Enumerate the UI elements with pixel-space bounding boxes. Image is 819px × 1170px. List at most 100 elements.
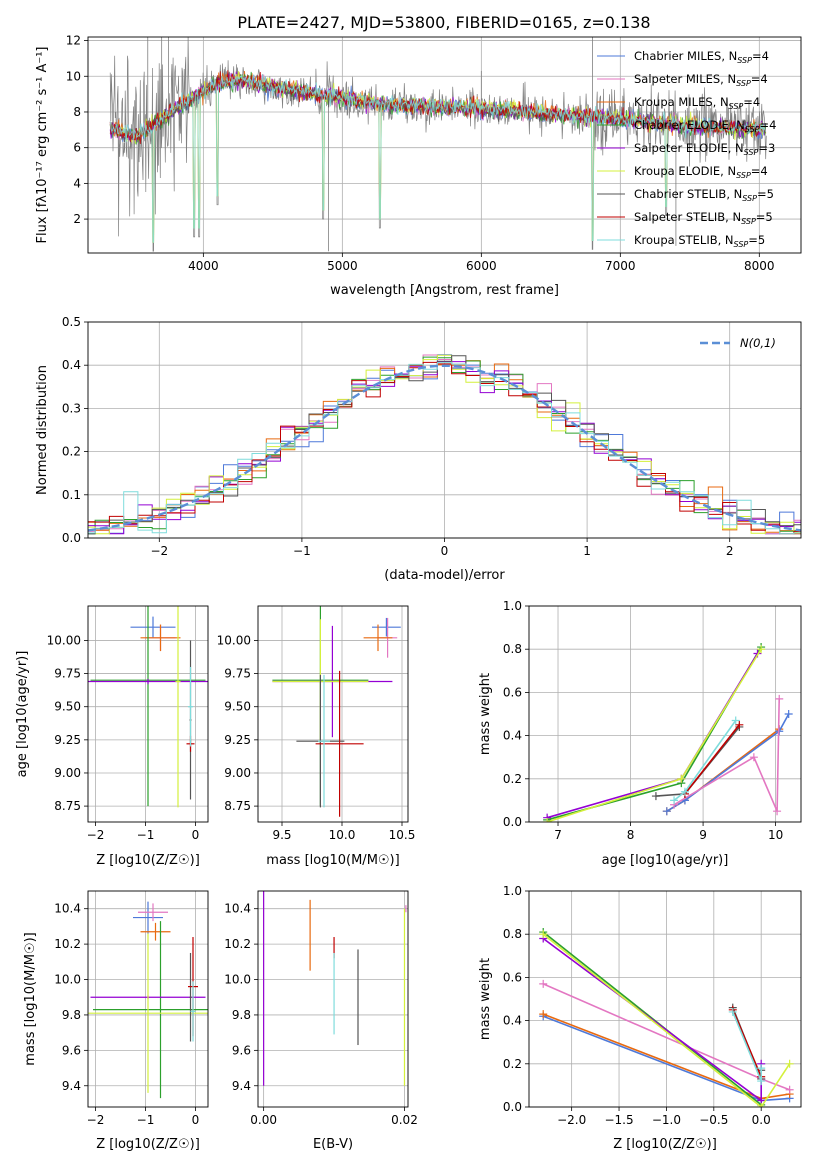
mass-vs-EBV-xtick-label: 0.02 xyxy=(391,1113,418,1127)
mass-weight-marker xyxy=(677,774,686,783)
residuals-ytick-label: 0.5 xyxy=(62,315,81,329)
legend-label-sub: SSP xyxy=(737,56,752,65)
legend-label: Salpeter MILES, NSSP=4 xyxy=(634,72,768,88)
mass-weight-marker xyxy=(543,818,552,822)
age-vs-mass-xtick-label: 9.5 xyxy=(272,828,291,842)
spectrum-xtick-label: 5000 xyxy=(327,259,358,273)
mass-weight-vs-Z-xtick-label: −1.5 xyxy=(604,1113,633,1127)
mass-weight-series-line xyxy=(542,933,791,1107)
mass-weight-vs-Z-ylabel: mass weight xyxy=(478,958,493,1040)
legend-label-main: Chabrier STELIB, N xyxy=(634,187,742,201)
mass-weight-marker xyxy=(728,1007,737,1016)
residuals-xtick-label: 1 xyxy=(583,544,591,558)
mass-weight-marker xyxy=(651,792,660,801)
mass-weight-marker xyxy=(662,807,671,816)
mass-weight-marker xyxy=(731,716,740,725)
spectrum-xtick-label: 4000 xyxy=(188,259,219,273)
spectrum-title: PLATE=2427, MJD=53800, FIBERID=0165, z=0… xyxy=(237,13,650,32)
age-vs-mass-ytick-label: 8.75 xyxy=(224,799,251,813)
legend-label: Kroupa ELODIE, NSSP=4 xyxy=(634,164,768,180)
age-vs-mass-ytick-label: 10.00 xyxy=(217,633,251,647)
age-vs-mass-xlabel: mass [log10(M/M☉)] xyxy=(266,853,399,868)
mass-weight-vs-age-xlabel: age [log10(age/yr)] xyxy=(602,853,729,868)
mass-weight-marker xyxy=(784,710,793,718)
residuals-ylabel: Normed distribution xyxy=(35,365,50,495)
legend-label-main: Salpeter MILES, N xyxy=(634,72,736,86)
residuals-xlabel: (data-model)/error xyxy=(384,568,505,583)
residuals-ytick-label: 0.0 xyxy=(62,531,81,545)
legend-label: Kroupa STELIB, NSSP=5 xyxy=(634,233,765,249)
mass-vs-Z-plot-area xyxy=(88,901,208,1099)
legend-label-sub: SSP xyxy=(736,171,751,180)
mass-weight-vs-Z-ytick-label: 0.8 xyxy=(503,927,522,941)
mass-weight-vs-Z-xtick-label: −1.0 xyxy=(652,1113,681,1127)
mass-vs-Z-xtick-label: −2 xyxy=(87,1113,105,1127)
mass-weight-vs-Z-ytick-label: 1.0 xyxy=(503,884,522,898)
mass-vs-Z-ytick-label: 10.4 xyxy=(54,902,81,916)
mass-weight-vs-age-ytick-label: 0.6 xyxy=(503,685,522,699)
legend-label-sub: SSP xyxy=(742,194,757,203)
residuals-panel: −2 −1 0 1 2 0.0 0.1 0.2 0.3 0.4 0.5 (data-model)/er… xyxy=(35,315,802,583)
spectrum-ylabel: Flux [fλ10⁻¹⁷ erg cm⁻² s⁻¹ A⁻¹] xyxy=(35,47,50,244)
legend-label-main: Salpeter STELIB, N xyxy=(634,210,741,224)
residuals-ytick-label: 0.2 xyxy=(62,445,81,459)
mass-weight-vs-Z-xtick-label: −0.5 xyxy=(699,1113,728,1127)
mass-weight-marker xyxy=(539,1010,548,1019)
mass-vs-EBV-ytick-label: 10.2 xyxy=(224,937,251,951)
residuals-xtick-label: −2 xyxy=(150,544,168,558)
residuals-xtick-label: 0 xyxy=(441,544,449,558)
mass-weight-vs-age-panel: 7 8 9 10 0.0 0.2 0.4 0.6 0.8 1.0 age [log10(age/yr… xyxy=(478,599,802,868)
mass-vs-Z-ytick-label: 10.0 xyxy=(54,973,81,987)
mass-weight-vs-Z-panel: −2.0 −1.5 −1.0 −0.5 0.0 0.0 0.2 0.4 0.6 0.8 1.0 Z [… xyxy=(478,884,802,1152)
mass-vs-EBV-xlabel: E(B-V) xyxy=(313,1137,353,1152)
residual-histogram xyxy=(88,355,801,535)
legend-label: Salpeter STELIB, NSSP=5 xyxy=(634,210,773,226)
mass-weight-marker xyxy=(749,753,758,762)
normal-reference-curve xyxy=(88,364,801,532)
legend-label-sub: SSP xyxy=(736,79,751,88)
mass-vs-Z-ytick-label: 9.6 xyxy=(62,1043,81,1057)
mass-weight-vs-age-frame xyxy=(528,605,802,823)
reference-legend-label: N(0,1) xyxy=(740,336,776,350)
mass-vs-Z-ylabel: mass [log10(M/M☉)] xyxy=(23,932,38,1065)
legend-label: Salpeter ELODIE, NSSP=3 xyxy=(634,141,775,157)
residuals-xtick-label: −1 xyxy=(293,544,311,558)
mass-weight-vs-Z-xtick-label: 0.0 xyxy=(752,1113,771,1127)
mass-weight-series-line xyxy=(732,1009,762,1078)
age-vs-Z-xlabel: Z [log10(Z/Z☉)] xyxy=(96,853,200,868)
legend-label-tail: =5 xyxy=(748,233,765,247)
mass-weight-vs-Z-ytick-label: 0.4 xyxy=(503,1014,522,1028)
legend-label-tail: =4 xyxy=(751,72,768,86)
mass-weight-vs-age-ytick-label: 1.0 xyxy=(503,599,522,613)
mass-vs-EBV-panel: 0.00 0.02 9.4 9.6 9.8 10.0 10.2 10.4 E(B-V) xyxy=(224,890,418,1152)
mass-vs-Z-ytick-label: 10.2 xyxy=(54,937,81,951)
legend-label-tail: =4 xyxy=(751,164,768,178)
legend-label-sub: SSP xyxy=(744,148,759,157)
spectrum-plot-area xyxy=(109,37,767,252)
mass-weight-vs-Z-ytick-label: 0.6 xyxy=(503,970,522,984)
age-vs-Z-panel: −2 −1 0 8.75 9.00 9.25 9.50 9.75 10.00 Z [log10(Z… xyxy=(15,605,209,868)
mass-weight-marker xyxy=(773,807,782,816)
mass-vs-Z-xtick-label: 0 xyxy=(192,1113,200,1127)
spectrum-ytick-label: 8 xyxy=(73,105,81,119)
mass-vs-Z-frame xyxy=(87,890,209,1108)
mass-weight-vs-age-ytick-label: 0.4 xyxy=(503,729,522,743)
mass-weight-vs-Z-xtick-label: −2.0 xyxy=(557,1113,586,1127)
age-vs-mass-ytick-label: 9.75 xyxy=(224,667,251,681)
age-vs-mass-xtick-label: 10.5 xyxy=(389,828,416,842)
spectrum-xlabel: wavelength [Angstrom, rest frame] xyxy=(330,283,559,298)
mass-weight-series-line xyxy=(666,713,790,812)
spectrum-ytick-label: 6 xyxy=(73,141,81,155)
age-vs-mass-xtick-label: 10.0 xyxy=(329,828,356,842)
mass-weight-marker xyxy=(539,979,548,988)
legend-label: Chabrier ELODIE, NSSP=4 xyxy=(634,118,776,134)
age-vs-mass-ytick-label: 9.00 xyxy=(224,766,251,780)
mass-weight-vs-age-ytick-label: 0.0 xyxy=(503,815,522,829)
mass-weight-series-line xyxy=(673,698,780,812)
mass-weight-vs-age-ylabel: mass weight xyxy=(478,673,493,755)
age-vs-Z-plot-area xyxy=(88,606,208,808)
mass-weight-marker xyxy=(785,1059,794,1068)
legend-label-sub: SSP xyxy=(729,102,744,111)
age-vs-mass-ytick-label: 9.50 xyxy=(224,700,251,714)
